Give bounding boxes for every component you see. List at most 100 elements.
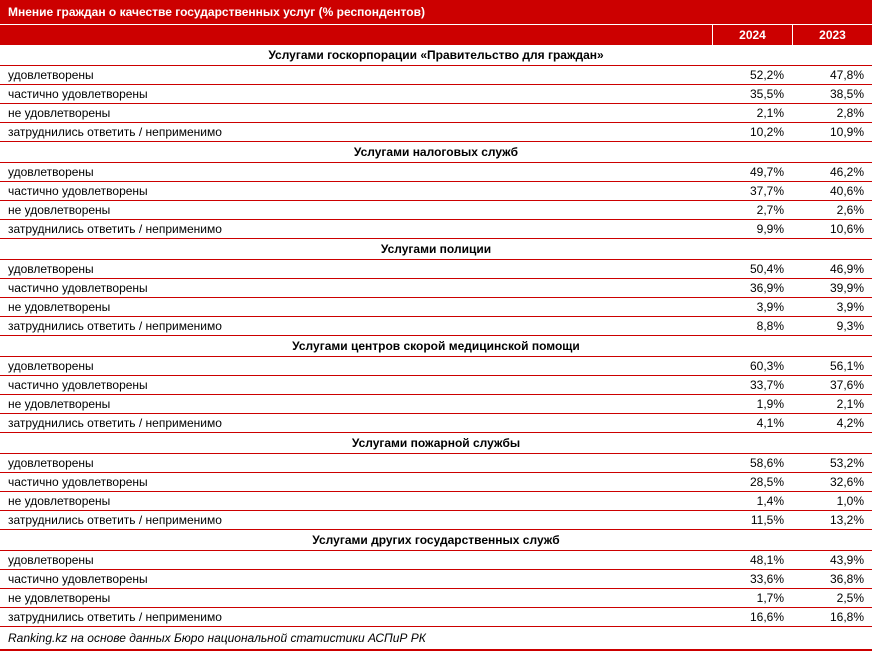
cell-value: 36,9% [712, 279, 792, 297]
cell-value: 43,9% [792, 551, 872, 569]
section-title: Услугами госкорпорации «Правительство дл… [0, 45, 872, 66]
cell-value: 13,2% [792, 511, 872, 529]
table-row: частично удовлетворены 35,5% 38,5% [0, 85, 872, 104]
cell-value: 36,8% [792, 570, 872, 588]
survey-table: Мнение граждан о качестве государственны… [0, 0, 872, 651]
cell-value: 1,4% [712, 492, 792, 510]
cell-value: 46,9% [792, 260, 872, 278]
row-label: удовлетворены [0, 454, 712, 472]
cell-value: 37,6% [792, 376, 872, 394]
table-row: не удовлетворены 1,4% 1,0% [0, 492, 872, 511]
table-row: не удовлетворены 3,9% 3,9% [0, 298, 872, 317]
table-row: удовлетворены 48,1% 43,9% [0, 551, 872, 570]
table-row: затруднились ответить / неприменимо 8,8%… [0, 317, 872, 336]
row-label: частично удовлетворены [0, 473, 712, 491]
table-row: не удовлетворены 1,7% 2,5% [0, 589, 872, 608]
header-year-2023: 2023 [792, 25, 872, 45]
cell-value: 2,6% [792, 201, 872, 219]
cell-value: 8,8% [712, 317, 792, 335]
table-row: затруднились ответить / неприменимо 16,6… [0, 608, 872, 627]
cell-value: 9,9% [712, 220, 792, 238]
cell-value: 9,3% [792, 317, 872, 335]
cell-value: 3,9% [712, 298, 792, 316]
row-label: удовлетворены [0, 163, 712, 181]
cell-value: 10,6% [792, 220, 872, 238]
row-label: затруднились ответить / неприменимо [0, 414, 712, 432]
table-row: частично удовлетворены 33,7% 37,6% [0, 376, 872, 395]
row-label: частично удовлетворены [0, 570, 712, 588]
row-label: не удовлетворены [0, 201, 712, 219]
section-title: Услугами центров скорой медицинской помо… [0, 336, 872, 357]
cell-value: 1,0% [792, 492, 872, 510]
row-label: частично удовлетворены [0, 376, 712, 394]
row-label: не удовлетворены [0, 395, 712, 413]
row-label: затруднились ответить / неприменимо [0, 511, 712, 529]
row-label: не удовлетворены [0, 298, 712, 316]
cell-value: 58,6% [712, 454, 792, 472]
cell-value: 16,8% [792, 608, 872, 626]
cell-value: 38,5% [792, 85, 872, 103]
cell-value: 32,6% [792, 473, 872, 491]
cell-value: 2,5% [792, 589, 872, 607]
row-label: затруднились ответить / неприменимо [0, 317, 712, 335]
section-title: Услугами других государственных служб [0, 530, 872, 551]
section-title: Услугами налоговых служб [0, 142, 872, 163]
header-year-2024: 2024 [712, 25, 792, 45]
cell-value: 10,9% [792, 123, 872, 141]
cell-value: 2,1% [712, 104, 792, 122]
cell-value: 37,7% [712, 182, 792, 200]
cell-value: 2,8% [792, 104, 872, 122]
cell-value: 11,5% [712, 511, 792, 529]
row-label: не удовлетворены [0, 104, 712, 122]
cell-value: 1,9% [712, 395, 792, 413]
row-label: затруднились ответить / неприменимо [0, 123, 712, 141]
table-row: частично удовлетворены 37,7% 40,6% [0, 182, 872, 201]
table-row: удовлетворены 50,4% 46,9% [0, 260, 872, 279]
cell-value: 3,9% [792, 298, 872, 316]
cell-value: 39,9% [792, 279, 872, 297]
cell-value: 16,6% [712, 608, 792, 626]
row-label: частично удовлетворены [0, 279, 712, 297]
row-label: частично удовлетворены [0, 182, 712, 200]
cell-value: 52,2% [712, 66, 792, 84]
section-title: Услугами пожарной службы [0, 433, 872, 454]
row-label: затруднились ответить / неприменимо [0, 608, 712, 626]
table-row: частично удовлетворены 28,5% 32,6% [0, 473, 872, 492]
cell-value: 46,2% [792, 163, 872, 181]
table-row: затруднились ответить / неприменимо 10,2… [0, 123, 872, 142]
cell-value: 1,7% [712, 589, 792, 607]
table-row: удовлетворены 58,6% 53,2% [0, 454, 872, 473]
table-row: удовлетворены 52,2% 47,8% [0, 66, 872, 85]
row-label: удовлетворены [0, 66, 712, 84]
cell-value: 60,3% [712, 357, 792, 375]
cell-value: 48,1% [712, 551, 792, 569]
cell-value: 2,7% [712, 201, 792, 219]
cell-value: 2,1% [792, 395, 872, 413]
table-row: затруднились ответить / неприменимо 11,5… [0, 511, 872, 530]
cell-value: 49,7% [712, 163, 792, 181]
header-row: 2024 2023 [0, 24, 872, 45]
row-label: не удовлетворены [0, 492, 712, 510]
cell-value: 4,1% [712, 414, 792, 432]
table-row: затруднились ответить / неприменимо 4,1%… [0, 414, 872, 433]
cell-value: 56,1% [792, 357, 872, 375]
table-title: Мнение граждан о качестве государственны… [0, 0, 872, 24]
header-spacer [0, 25, 712, 45]
table-row: не удовлетворены 2,1% 2,8% [0, 104, 872, 123]
cell-value: 47,8% [792, 66, 872, 84]
section-title: Услугами полиции [0, 239, 872, 260]
cell-value: 10,2% [712, 123, 792, 141]
cell-value: 35,5% [712, 85, 792, 103]
row-label: затруднились ответить / неприменимо [0, 220, 712, 238]
cell-value: 53,2% [792, 454, 872, 472]
cell-value: 33,6% [712, 570, 792, 588]
row-label: частично удовлетворены [0, 85, 712, 103]
table-row: не удовлетворены 2,7% 2,6% [0, 201, 872, 220]
row-label: удовлетворены [0, 357, 712, 375]
row-label: не удовлетворены [0, 589, 712, 607]
cell-value: 40,6% [792, 182, 872, 200]
cell-value: 50,4% [712, 260, 792, 278]
row-label: удовлетворены [0, 260, 712, 278]
table-row: затруднились ответить / неприменимо 9,9%… [0, 220, 872, 239]
table-row: удовлетворены 49,7% 46,2% [0, 163, 872, 182]
